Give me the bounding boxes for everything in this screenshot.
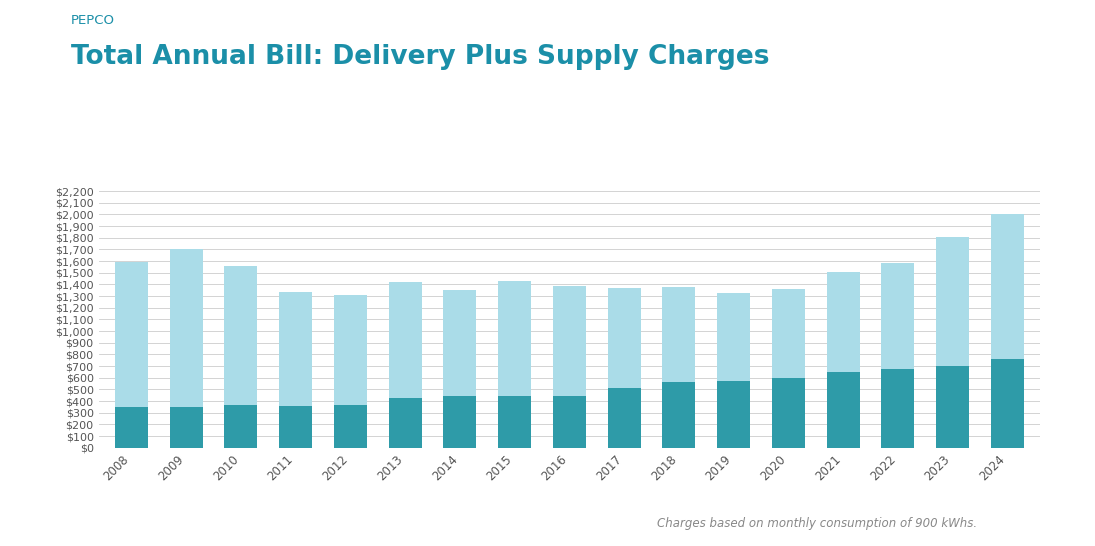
Bar — [991, 215, 1024, 359]
Bar — [334, 295, 367, 405]
Bar — [608, 288, 641, 388]
Text: PEPCO: PEPCO — [71, 14, 115, 27]
Bar — [553, 396, 586, 448]
Bar — [224, 266, 257, 405]
Bar — [553, 286, 586, 396]
Bar — [443, 290, 476, 396]
Bar — [881, 369, 914, 448]
Bar — [279, 292, 312, 406]
Bar — [772, 378, 805, 448]
Text: Charges based on monthly consumption of 900 kWhs.: Charges based on monthly consumption of … — [657, 517, 977, 530]
Bar — [827, 372, 860, 448]
Bar — [389, 397, 422, 448]
Text: Total Annual Bill: Delivery Plus Supply Charges: Total Annual Bill: Delivery Plus Supply … — [71, 44, 770, 70]
Bar — [170, 250, 203, 407]
Bar — [224, 405, 257, 448]
Bar — [936, 366, 969, 448]
Bar — [334, 405, 367, 448]
Bar — [881, 263, 914, 369]
Bar — [936, 236, 969, 366]
Bar — [662, 382, 695, 448]
Bar — [279, 406, 312, 448]
Bar — [662, 287, 695, 382]
Bar — [717, 293, 750, 381]
Bar — [827, 272, 860, 372]
Bar — [115, 262, 148, 407]
Bar — [443, 396, 476, 448]
Bar — [170, 407, 203, 448]
Bar — [991, 359, 1024, 448]
Bar — [498, 281, 531, 396]
Bar — [772, 289, 805, 378]
Bar — [608, 388, 641, 448]
Bar — [717, 381, 750, 448]
Bar — [498, 396, 531, 448]
Bar — [115, 407, 148, 448]
Bar — [389, 282, 422, 397]
